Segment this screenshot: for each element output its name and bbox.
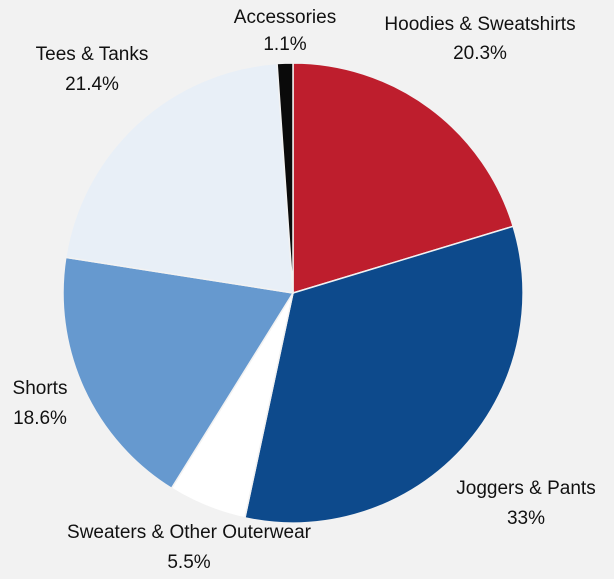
pie-labels: Hoodies & Sweatshirts 20.3% Joggers & Pant… [13, 7, 596, 573]
pie-slices [62, 62, 524, 524]
slice-label-hoodies-and-sweatshirts: Hoodies & Sweatshirts [384, 14, 575, 35]
pie-slice-shorts [62, 256, 295, 490]
slice-value-hoodies-and-sweatshirts: 20.3% [453, 43, 507, 64]
pie-slice-hoodies-and-sweatshirts [292, 62, 515, 295]
slice-label-shorts: Shorts [13, 378, 68, 399]
slice-value-shorts: 18.6% [13, 408, 67, 429]
slice-label-joggers-and-pants: Joggers & Pants [456, 478, 595, 499]
pie-slice-joggers-and-pants [244, 225, 524, 524]
slice-label-sweaters-and-other-outerwear: Sweaters & Other Outerwear [67, 522, 312, 543]
slice-label-accessories: Accessories [234, 7, 336, 28]
slice-value-sweaters-and-other-outerwear: 5.5% [167, 552, 210, 573]
slice-value-accessories: 1.1% [263, 34, 306, 55]
pie-slice-tees-and-tanks [64, 62, 294, 294]
slice-label-tees-and-tanks: Tees & Tanks [36, 44, 149, 65]
slice-value-joggers-and-pants: 33% [507, 508, 545, 529]
pie-slice-accessories [276, 62, 294, 294]
slice-value-tees-and-tanks: 21.4% [65, 74, 119, 95]
